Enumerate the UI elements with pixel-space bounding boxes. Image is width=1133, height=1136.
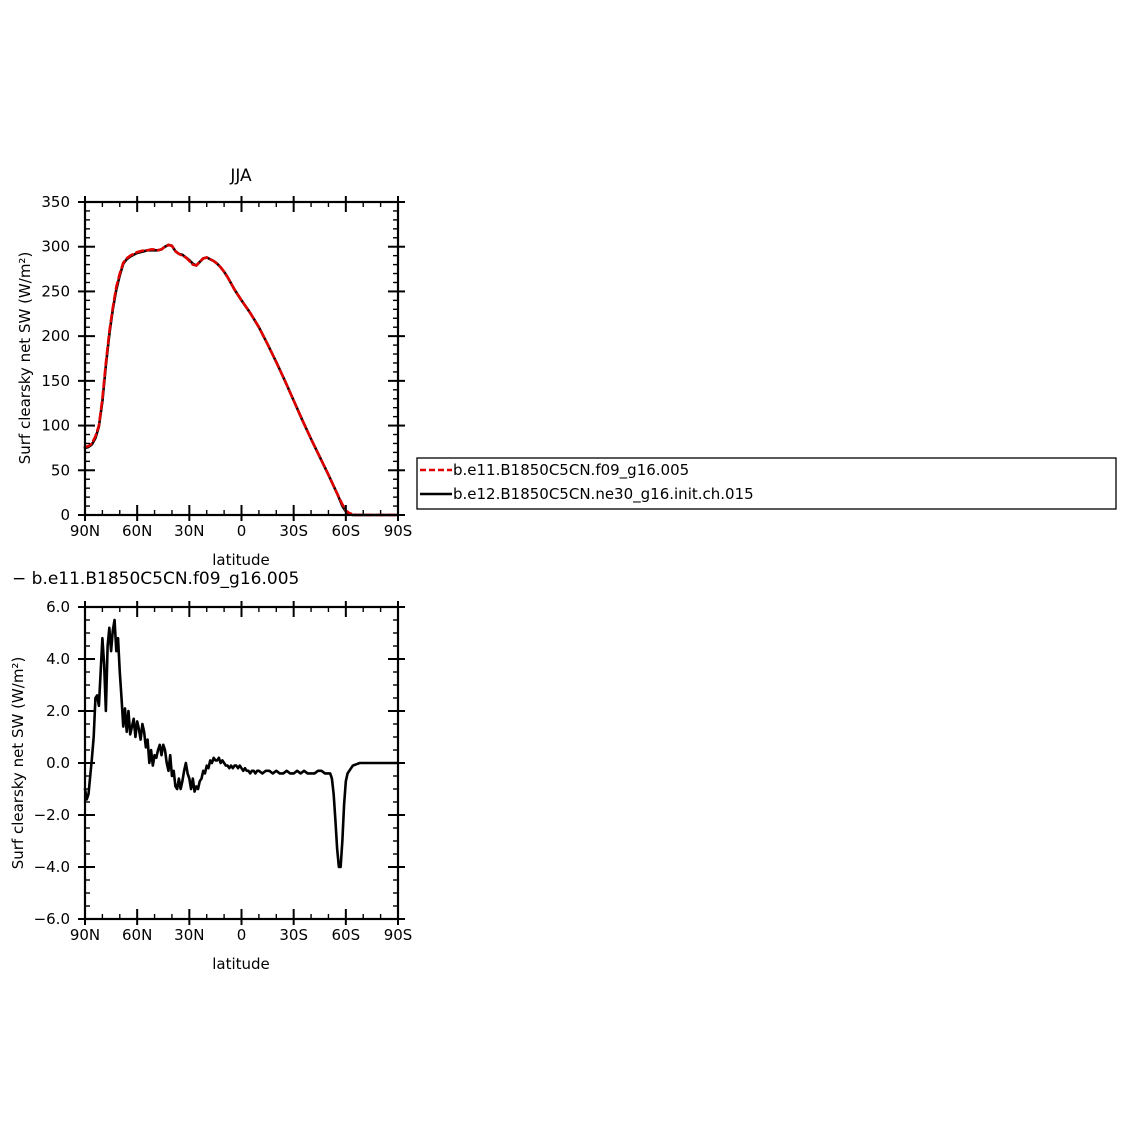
legend-entry-2: b.e12.B1850C5CN.ne30_g16.init.ch.015 [453, 485, 754, 504]
x-tick-label: 60N [122, 926, 152, 944]
top-axes-frame [83, 200, 400, 517]
y-tick-label: −6.0 [34, 910, 70, 928]
y-tick-label: 100 [41, 417, 70, 435]
bottom-plot-area [83, 618, 400, 869]
y-tick-label: 250 [41, 282, 70, 300]
bottom-panel: − b.e11.B1850C5CN.f09_g16.005 90N 60N 30N 0… [9, 569, 412, 973]
y-tick-label: 150 [41, 372, 70, 390]
y-tick-label: 0.0 [46, 754, 70, 772]
x-tick-label: 90N [70, 926, 100, 944]
bottom-axis-ticks: 90N 60N 30N 0 30S 60S 90S −6.0 −4.0 −2.0 0.0 2.0 4.0… [34, 598, 413, 944]
top-panel: JJA 90N 60N 30N 0 30S 60S 90S 0 50 100 150 200 250 30… [16, 166, 412, 569]
y-tick-label: 6.0 [46, 598, 70, 616]
x-tick-label: 30S [279, 926, 308, 944]
top-chart-title: JJA [229, 166, 252, 186]
y-tick-label: 4.0 [46, 650, 70, 668]
x-tick-label: 0 [237, 926, 247, 944]
bottom-x-axis-label: latitude [212, 955, 270, 973]
x-tick-label: 30S [279, 522, 308, 540]
y-tick-label: 0 [60, 506, 70, 524]
legend-box [416, 457, 1117, 510]
y-tick-label: 300 [41, 238, 70, 256]
series-line-1-0 [83, 618, 400, 869]
y-tick-label: −4.0 [34, 858, 70, 876]
series-line-0-0 [83, 243, 400, 517]
y-tick-label: 350 [41, 193, 70, 211]
bottom-chart-title: − b.e11.B1850C5CN.f09_g16.005 [12, 569, 299, 589]
x-tick-label: 90S [384, 522, 413, 540]
top-x-axis-label: latitude [212, 551, 270, 569]
top-plot-area [83, 243, 400, 517]
x-tick-label: 30N [174, 926, 204, 944]
top-axis-ticks: 90N 60N 30N 0 30S 60S 90S 0 50 100 150 200 250 300 350 [41, 193, 412, 540]
legend: b.e11.B1850C5CN.f09_g16.005 b.e12.B1850C… [416, 457, 1117, 510]
y-tick-label: −2.0 [34, 806, 70, 824]
x-tick-label: 30N [174, 522, 204, 540]
y-tick-label: 2.0 [46, 702, 70, 720]
top-y-axis-label: Surf clearsky net SW (W/m²) [16, 252, 34, 465]
legend-entry-1: b.e11.B1850C5CN.f09_g16.005 [453, 461, 689, 480]
y-tick-label: 200 [41, 327, 70, 345]
x-tick-label: 60S [332, 926, 361, 944]
x-tick-label: 60N [122, 522, 152, 540]
x-tick-label: 0 [237, 522, 247, 540]
x-tick-label: 90S [384, 926, 413, 944]
y-tick-label: 50 [51, 461, 70, 479]
x-tick-label: 60S [332, 522, 361, 540]
series-line-0-1 [83, 243, 400, 517]
x-tick-label: 90N [70, 522, 100, 540]
bottom-axes-frame [83, 605, 400, 921]
bottom-y-axis-label: Surf clearsky net SW (W/m²) [9, 657, 27, 870]
